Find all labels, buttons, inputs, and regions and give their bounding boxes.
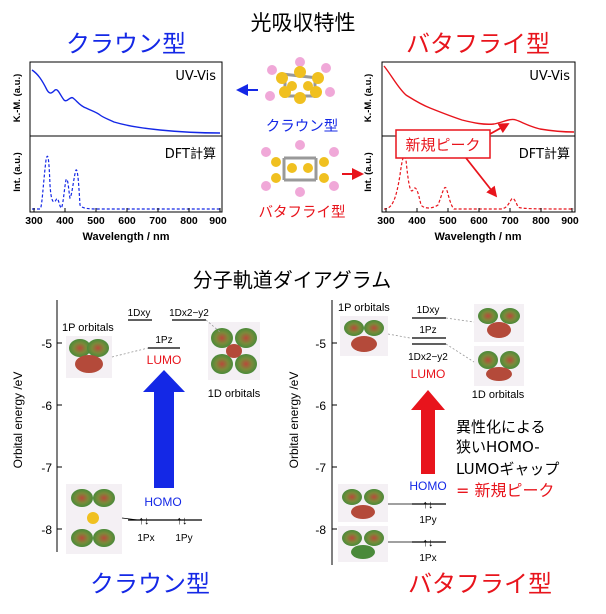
butterfly-homo-orbital-image [338,484,388,562]
crown-xtick-400: 400 [56,215,74,227]
crown-ytick-8: -8 [41,523,52,537]
butterfly-1pz-label: 1Pz [419,325,436,336]
butterfly-1px-label: 1Px [419,553,436,564]
crown-xtick-700: 700 [149,215,167,227]
crown-molecule-image [265,57,335,104]
butterfly-xlabel: Wavelength / nm [435,231,522,243]
crown-1p-orbital-image [66,336,112,378]
crown-1p-orbitals-label: 1P orbitals [62,322,114,334]
crown-1pz-label: 1Pz [155,335,172,346]
butterfly-lumo-label: LUMO [411,367,446,381]
crown-1d-orbitals-label: 1D orbitals [208,388,261,400]
butterfly-xtick-400: 400 [408,215,426,227]
butterfly-xticks: 300 400 500 600 700 800 900 [377,208,579,227]
butterfly-1d-orbital-image [474,304,524,386]
butterfly-note-line1: 異性化による [456,418,546,436]
butterfly-ytick-5: -5 [315,337,326,351]
crown-dft-label: DFT計算 [165,146,216,162]
butterfly-homo-electrons: ↑↓ [423,499,434,511]
butterfly-top-ylabel: K.-M. (a.u.) [363,74,374,123]
butterfly-1p-orbital-image [340,316,388,356]
crown-1px-label: 1Px [137,533,154,544]
butterfly-bottom-title: バタフライ型 [408,570,552,598]
butterfly-xtick-600: 600 [470,215,488,227]
crown-xtick-900: 900 [209,215,227,227]
new-peak-arrow-dft [465,157,498,198]
butterfly-note-line4: = 新規ピーク [456,481,555,500]
crown-bottom-ylabel: Int. (a.u.) [12,152,23,192]
butterfly-note-line2: 狭いHOMO- [456,438,540,456]
butterfly-xtick-800: 800 [532,215,550,227]
butterfly-center-label: バタフライ型 [259,204,346,221]
crown-xtick-600: 600 [118,215,136,227]
crown-mo-ylabel: Orbital energy /eV [11,372,25,469]
butterfly-xtick-500: 500 [439,215,457,227]
crown-xtick-800: 800 [180,215,198,227]
butterfly-uvvis-label: UV-Vis [529,69,570,84]
butterfly-1d-orbitals-label: 1D orbitals [472,389,525,401]
crown-xtick-300: 300 [25,215,43,227]
crown-ytick-5: -5 [41,337,52,351]
crown-gap-arrow [143,370,185,488]
crown-lumo-label: LUMO [147,353,182,367]
main-title: 光吸収特性 [251,11,356,35]
butterfly-dft-curve [383,155,575,210]
crown-homo-orbital-image [66,484,122,554]
crown-dft-frame [29,135,223,213]
butterfly-title: バタフライ型 [406,30,550,58]
butterfly-1d-xy-label: 1Dxy [417,305,440,316]
crown-ytick-6: -6 [41,399,52,413]
crown-1d-xy-label: 1Dxy [128,308,151,319]
crown-dft-curve [32,155,220,210]
butterfly-molecule-image [261,140,339,197]
crown-xtick-500: 500 [87,215,105,227]
crown-center-label: クラウン型 [266,118,339,135]
crown-electrons: ↑↓ [139,515,150,527]
crown-spectra: UV-Vis DFT計算 K.-M. (a.u.) Int. (a.u.) 30… [12,61,227,243]
butterfly-1p-orbitals-label: 1P orbitals [338,302,390,314]
crown-homo-label: HOMO [144,495,181,509]
crown-xlabel: Wavelength / nm [83,231,170,243]
butterfly-gap-arrow [411,390,445,474]
crown-1d-x2y2-label: 1Dx2−y2 [169,308,209,319]
crown-ytick-7: -7 [41,461,52,475]
butterfly-ytick-7: -7 [315,461,326,475]
crown-mo-diagram: -5 -6 -7 -8 Orbital energy /eV 1P orbita… [11,300,261,598]
new-peak-label: 新規ピーク [405,136,480,154]
butterfly-1px-electrons: ↑↓ [423,537,434,549]
butterfly-ytick-8: -8 [315,523,326,537]
butterfly-bottom-ylabel: Int. (a.u.) [363,152,374,192]
butterfly-mo-ylabel: Orbital energy /eV [287,372,301,469]
butterfly-spectra: UV-Vis DFT計算 K.-M. (a.u.) Int. (a.u.) 新規… [363,61,579,243]
butterfly-xtick-900: 900 [561,215,579,227]
crown-1py-label: 1Py [175,533,192,544]
butterfly-dft-label: DFT計算 [519,146,570,162]
new-peak-arrow-uvvis [489,123,510,135]
butterfly-uvvis-curve [383,65,575,133]
butterfly-homo-label: HOMO [409,479,446,493]
crown-xticks: 300 400 500 600 700 800 900 [25,208,227,227]
butterfly-xtick-300: 300 [377,215,395,227]
crown-uvvis-label: UV-Vis [175,69,216,84]
butterfly-ytick-6: -6 [315,399,326,413]
butterfly-mo-diagram: -5 -6 -7 -8 Orbital energy /eV 1P orbita… [287,300,559,598]
crown-title: クラウン型 [66,30,186,58]
crown-electrons-2: ↑↓ [177,515,188,527]
crown-top-ylabel: K.-M. (a.u.) [12,74,23,123]
butterfly-1d-x2y2-label: 1Dx2−y2 [408,352,448,363]
butterfly-xtick-700: 700 [501,215,519,227]
crown-1d-orbital-image [208,322,260,380]
butterfly-note-line3: LUMOギャップ [456,460,559,478]
crown-bottom-title: クラウン型 [90,570,210,598]
butterfly-1py-label: 1Py [419,515,436,526]
mo-section-title: 分子軌道ダイアグラム [193,268,391,292]
new-peak-box [395,129,491,159]
crown-uvvis-curve [31,69,221,134]
